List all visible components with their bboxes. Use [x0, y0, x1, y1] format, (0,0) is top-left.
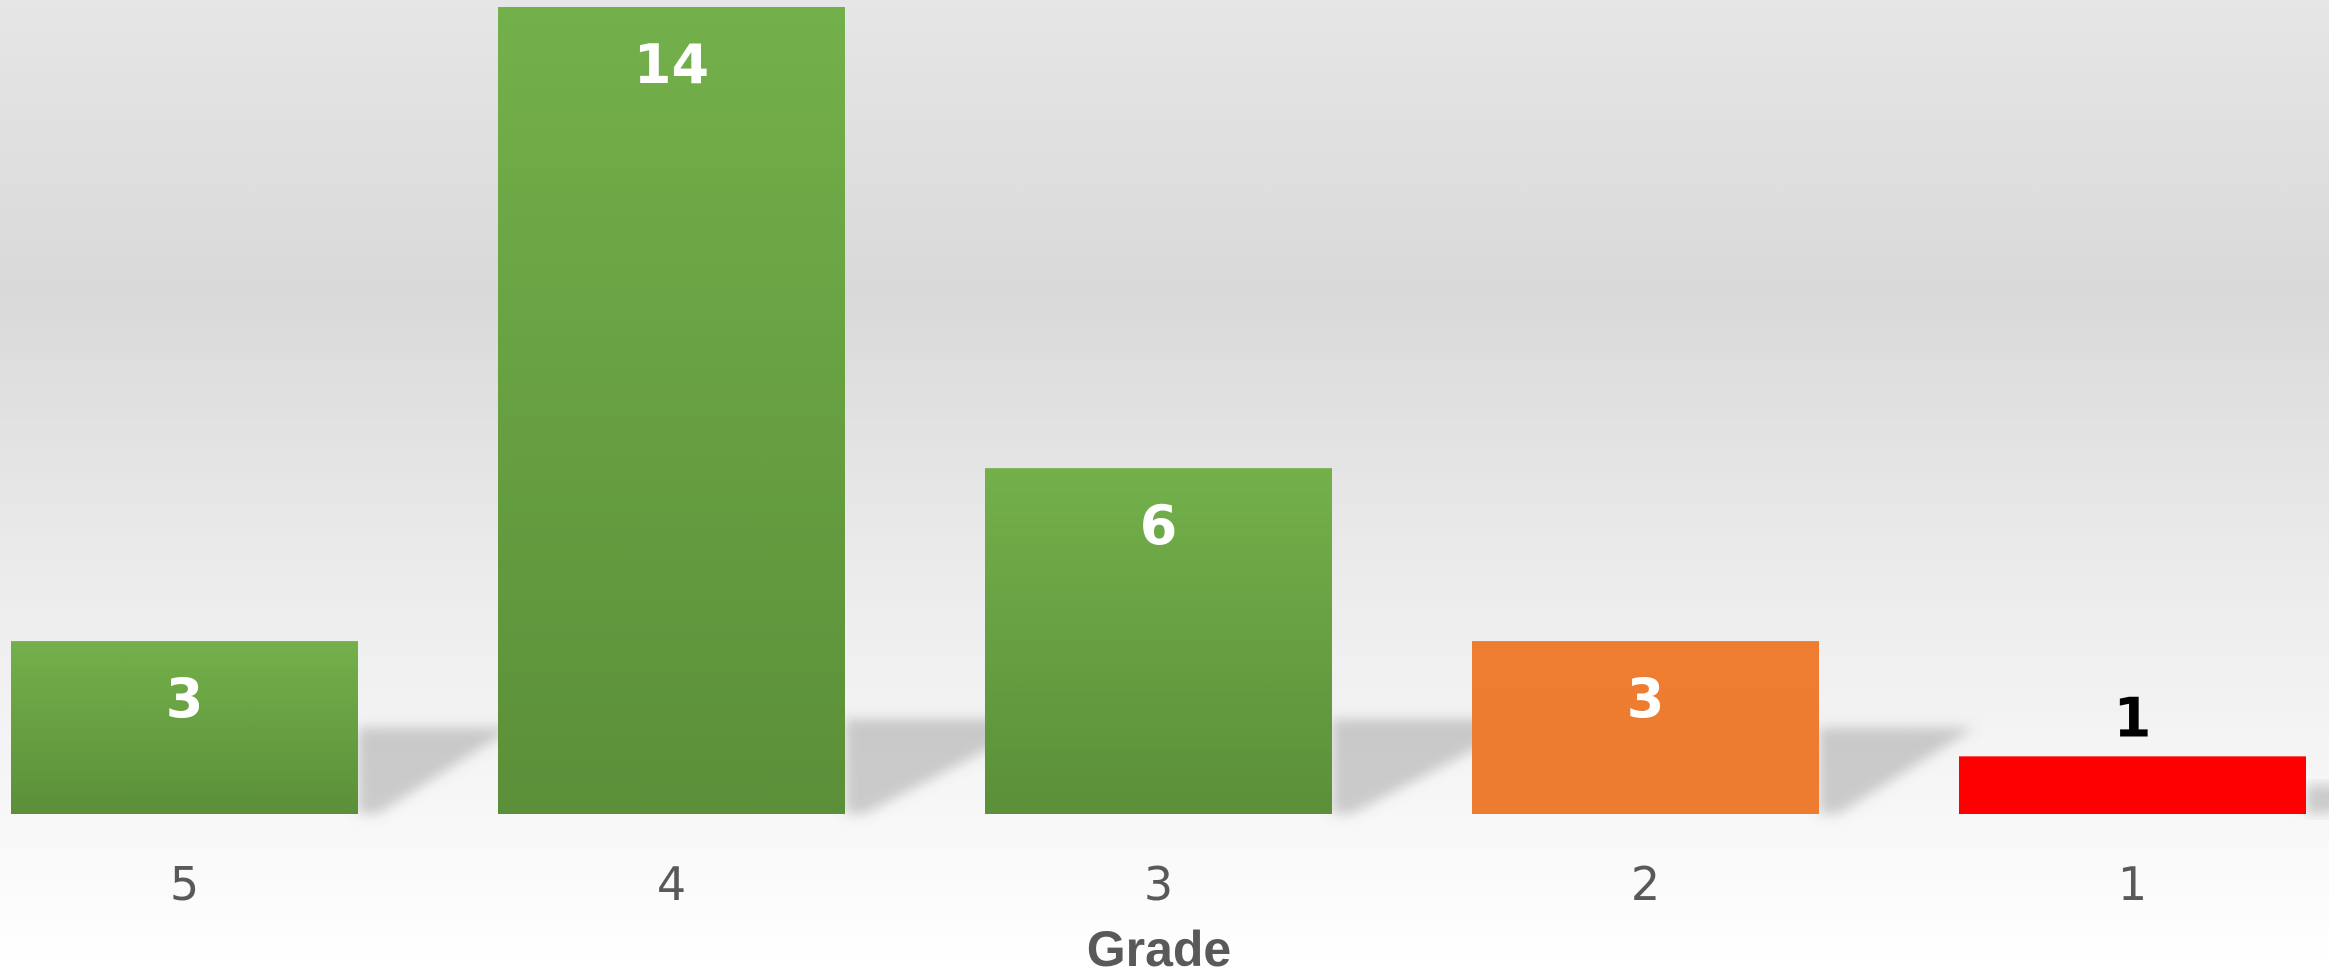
x-tick-label-5: 5: [170, 857, 199, 911]
data-label-grade-4: 14: [634, 33, 709, 96]
x-axis-title: Grade: [1087, 921, 1232, 971]
data-label-grade-1: 1: [2114, 686, 2152, 749]
data-label-grade-2: 3: [1627, 667, 1665, 730]
data-label-grade-3: 6: [1140, 494, 1178, 557]
x-tick-label-2: 2: [1631, 857, 1660, 911]
x-tick-label-3: 3: [1144, 857, 1173, 911]
bar-grade-2: [1472, 641, 1819, 814]
bars: [11, 7, 2306, 814]
bar-shadow-2: [1819, 727, 1975, 814]
bar-grade-1: [1959, 756, 2306, 814]
bar-shadow-5: [358, 727, 514, 814]
data-label-grade-5: 3: [166, 667, 204, 730]
x-axis-ticks: 5 4 3 2 1: [170, 857, 2147, 911]
bar-grade-3: [985, 468, 1332, 814]
x-tick-label-4: 4: [657, 857, 686, 911]
bar-grade-5: [11, 641, 358, 814]
bar-shadow-1: [2306, 785, 2329, 814]
data-labels: 3 14 6 3 1: [166, 33, 2152, 749]
x-tick-label-1: 1: [2118, 857, 2147, 911]
bar-grade-4: [498, 7, 845, 814]
